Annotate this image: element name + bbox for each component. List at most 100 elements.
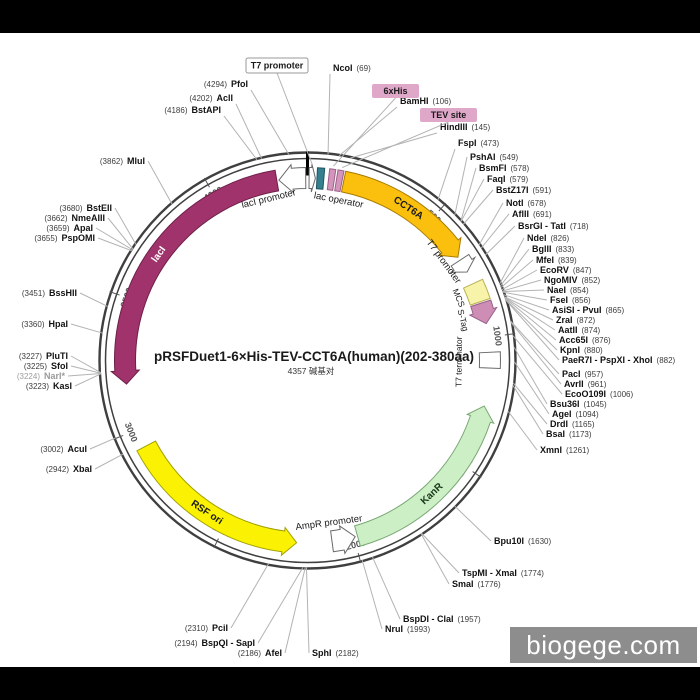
site-label-AsiSI - PvuI: AsiSI - PvuI (865) [552,305,625,315]
site-label-PshAI: PshAI (549) [470,152,519,162]
site-label-AclI: (4202) AclI [189,93,233,103]
feature-t7-promoter-1 [308,163,316,193]
site-label-ApaI: (3659) ApaI [46,223,93,233]
leader-PluTI [70,355,102,374]
site-label-BspDI - ClaI: BspDI - ClaI (1957) [403,614,481,624]
site-label-XbaI: (2942) XbaI [46,464,92,474]
leader-AvrII [510,322,562,385]
leader-PciI [230,563,269,629]
letterbox-bar-bottom [0,667,700,700]
leader-SmaI [420,533,450,585]
leader-HpaI [70,323,103,334]
feature-kanr [353,405,495,547]
site-label-HindIII: HindIII (145) [440,122,491,132]
leader-BglII [500,248,530,287]
leader-AgeI [514,361,550,415]
leader-EcoRV [501,269,538,291]
leader-PfoI [250,89,290,155]
leader-Acc65I [504,297,557,341]
site-label-BamHI: BamHI (106) [400,96,452,106]
site-label-AcuI: (3002) AcuI [40,444,87,454]
leader-PacI [510,320,560,375]
site-label-Bpu10I: Bpu10I (1630) [494,536,551,546]
letterbox-bar-top [0,0,700,33]
feature-ampr-promoter [330,524,356,555]
site-label-AatII: AatII (874) [558,325,601,335]
feature-label-ampr-promoter: AmpR promoter [295,513,363,533]
site-label-AflII: AflII (691) [512,209,552,219]
leader-MfeI [500,259,534,288]
6xhis-label-tag-box [372,84,419,98]
site-label-BsaI: BsaI (1173) [546,429,592,439]
leader-XbaI [94,453,124,470]
site-label-NruI: NruI (1993) [385,624,430,634]
leader-BamHI [338,106,398,157]
site-label-KasI: (3223) KasI [26,381,72,391]
leader-BspDI - ClaI [372,556,401,620]
leader-AcuI [89,437,116,450]
leader-ZraI [504,296,554,321]
leader-BstZ17I [462,189,494,225]
site-label-SmaI: SmaI (1776) [452,579,501,589]
site-label-SfoI: (3225) SfoI [24,361,68,371]
leader-AflII [480,213,510,249]
site-labels: NcoI (69) BamHI (106) HindIII (145) FspI (4… [17,63,676,658]
feature-laci-promoter [278,163,307,194]
leader-6xhis-label-tag [333,97,396,167]
tick-3000 [113,434,124,440]
leader-SfoI [70,365,102,374]
leader-DrdI [512,382,548,425]
site-label-PluTI: (3227) PluTI [19,351,68,361]
leader-EcoO109I [512,335,563,395]
site-label-TspMI - XmaI: TspMI - XmaI (1774) [462,568,544,578]
leader-AatII [504,296,556,331]
site-label-AgeI: AgeI (1094) [552,409,599,419]
leader-BsrGI - TatI [485,225,516,256]
leader-FseI [502,291,548,301]
site-label-BstEII: (3680) BstEII [59,203,112,213]
plasmid-title: pRSFDuet1-6×His-TEV-CCT6A(human)(202-380… [154,349,474,364]
leader-BstAPI [223,115,258,161]
leader-XmnI [507,410,538,451]
site-label-BspQI - SapI: (2194) BspQI - SapI [174,638,255,648]
site-label-HpaI: (3360) HpaI [21,319,68,329]
leader-AsiSI - PvuI [503,294,550,311]
leader-NruI [361,559,383,630]
leader-NmeAIII [107,217,134,250]
leader-Bsu36I [513,347,548,405]
leader-PaeR7I - PspXI - XhoI [504,299,560,361]
site-label-PaeR7I - PspXI - XhoI: PaeR7I - PspXI - XhoI (882) [562,355,676,365]
site-label-BglII: BglII (833) [532,244,575,254]
leader-SphI [305,567,310,654]
site-label-DrdI: DrdI (1165) [550,419,595,429]
tick-4000 [203,177,210,188]
site-label-NotI: NotI (678) [506,198,547,208]
site-label-BstAPI: (4186) BstAPI [164,105,221,115]
site-label-FspI: FspI (473) [458,138,500,148]
site-label-NaeI: NaeI (854) [547,285,589,295]
site-label-BsmFI: BsmFI (578) [479,163,530,173]
leader-AfeI [284,567,306,654]
leader-tev-site-label-tag [342,121,449,169]
tev-site-label-tag-label: TEV site [431,110,467,120]
leader-ApaI [95,227,133,251]
tick-500 [438,202,447,212]
leader-MluI [147,160,173,205]
leader-FspI [437,148,456,200]
tev-site-label-tag-box [420,108,477,122]
tick-2500 [213,538,219,549]
site-label-PacI: PacI (957) [562,369,604,379]
tick-label-3000: 3000 [123,421,140,443]
leader-TspMI - XmaI [421,532,460,574]
tick-label-1000: 1000 [491,325,503,346]
leader-NotI [478,202,504,246]
feature-t7-terminator [478,351,501,370]
site-label-NcoI: NcoI (69) [333,63,371,73]
site-label-Acc65I: Acc65I (876) [559,335,611,345]
feature-6xhis-tag [326,168,337,191]
site-label-XmnI: XmnI (1261) [540,445,589,455]
leader-AclI [235,103,263,159]
leader-NdeI [499,237,525,285]
feature-cct6a [340,170,462,258]
